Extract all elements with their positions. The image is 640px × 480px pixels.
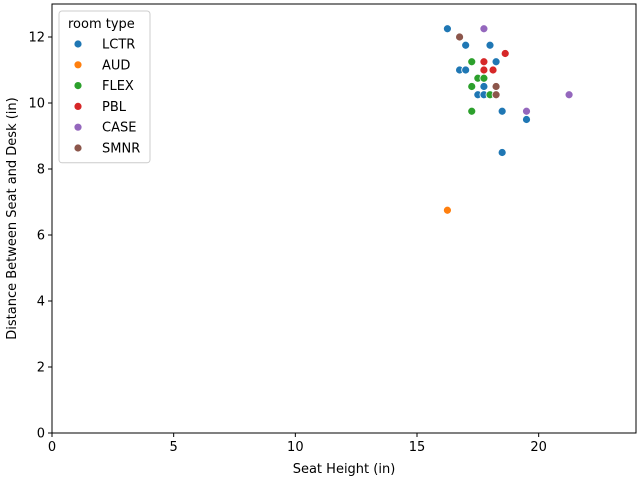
plot-area xyxy=(51,3,637,434)
y-axis-label: Distance Between Seat and Desk (in) xyxy=(5,97,20,339)
data-point-pbl xyxy=(479,65,489,75)
legend-title: room type xyxy=(68,17,135,32)
data-point-flex xyxy=(467,82,477,91)
y-tick-label: 4 xyxy=(37,295,45,310)
y-tick-label: 0 xyxy=(37,427,45,442)
legend: room type LCTR AUD FLEX PBL CASE SMNR xyxy=(58,10,151,164)
data-point-smnr xyxy=(491,82,501,91)
plot-frame xyxy=(51,3,637,434)
data-point-lctr xyxy=(522,115,531,124)
legend-box xyxy=(58,10,151,164)
data-point-flex xyxy=(467,106,477,116)
x-axis-label: Seat Height (in) xyxy=(293,462,396,477)
points-layer xyxy=(443,24,574,215)
data-point-lctr xyxy=(461,40,471,50)
legend-items: LCTR AUD FLEX PBL CASE SMNR xyxy=(73,38,140,157)
data-point-aud xyxy=(443,205,452,215)
data-point-case xyxy=(479,24,489,34)
data-point-flex xyxy=(479,73,489,83)
x-axis: 0 5 10 15 20 xyxy=(48,433,547,455)
legend-marker-case xyxy=(73,122,83,132)
legend-label-smnr: SMNR xyxy=(102,142,140,157)
legend-marker-smnr xyxy=(73,143,83,153)
data-point-pbl xyxy=(479,57,489,67)
data-point-lctr xyxy=(479,82,489,91)
data-point-smnr xyxy=(455,32,464,42)
data-point-case xyxy=(564,90,574,100)
y-tick-label: 2 xyxy=(37,361,45,376)
x-tick-label: 20 xyxy=(530,440,547,455)
data-point-lctr xyxy=(443,24,452,34)
x-tick-label: 0 xyxy=(48,440,56,455)
data-point-lctr xyxy=(485,40,495,50)
data-point-lctr xyxy=(491,57,501,67)
legend-marker-pbl xyxy=(73,102,83,111)
x-tick-label: 5 xyxy=(170,440,178,455)
legend-label-pbl: PBL xyxy=(102,100,127,115)
data-point-smnr xyxy=(491,90,501,100)
legend-label-aud: AUD xyxy=(102,58,130,73)
data-point-flex xyxy=(467,57,477,67)
y-tick-label: 10 xyxy=(28,97,45,112)
data-point-case xyxy=(522,106,531,116)
data-point-lctr xyxy=(461,65,471,75)
x-tick-label: 10 xyxy=(287,440,304,455)
legend-marker-aud xyxy=(73,60,83,70)
legend-label-lctr: LCTR xyxy=(102,38,135,53)
y-axis: 0 2 4 6 8 10 12 xyxy=(28,31,52,442)
legend-marker-flex xyxy=(73,81,83,90)
legend-label-case: CASE xyxy=(102,121,136,136)
data-point-lctr xyxy=(497,106,507,116)
x-tick-label: 15 xyxy=(409,440,426,455)
data-point-lctr xyxy=(497,148,507,157)
data-point-pbl xyxy=(488,65,498,75)
legend-marker-lctr xyxy=(73,39,83,49)
y-tick-label: 12 xyxy=(28,31,45,46)
y-tick-label: 8 xyxy=(37,163,45,178)
legend-label-flex: FLEX xyxy=(102,79,134,94)
y-tick-label: 6 xyxy=(37,229,45,244)
data-point-pbl xyxy=(500,49,510,58)
